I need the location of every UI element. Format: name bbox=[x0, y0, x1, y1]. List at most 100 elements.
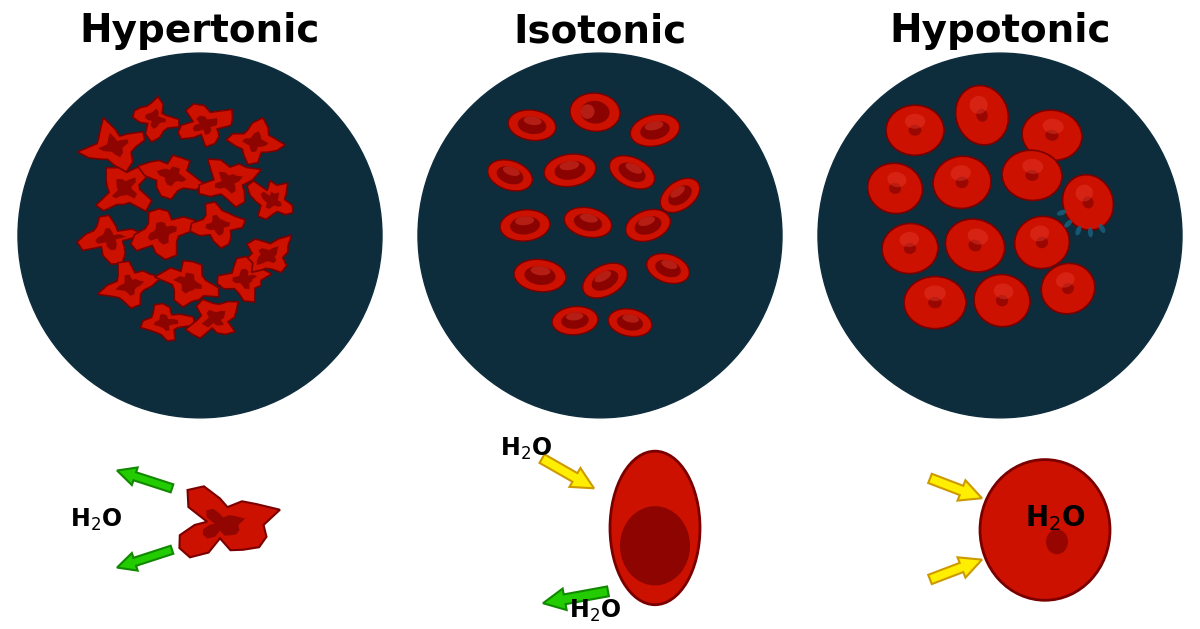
Ellipse shape bbox=[1022, 159, 1043, 174]
Ellipse shape bbox=[635, 216, 661, 235]
Ellipse shape bbox=[886, 105, 944, 155]
Ellipse shape bbox=[1099, 224, 1105, 233]
Polygon shape bbox=[77, 215, 146, 264]
Ellipse shape bbox=[592, 270, 618, 291]
Ellipse shape bbox=[908, 125, 922, 136]
Text: Hypertonic: Hypertonic bbox=[80, 12, 320, 50]
Ellipse shape bbox=[508, 110, 556, 140]
Polygon shape bbox=[242, 131, 269, 152]
Ellipse shape bbox=[1064, 220, 1072, 228]
Ellipse shape bbox=[610, 451, 700, 604]
Ellipse shape bbox=[581, 101, 610, 124]
Ellipse shape bbox=[1075, 184, 1093, 201]
Ellipse shape bbox=[1030, 225, 1049, 242]
Polygon shape bbox=[145, 109, 166, 129]
Ellipse shape bbox=[623, 314, 638, 323]
Ellipse shape bbox=[955, 86, 1008, 145]
Polygon shape bbox=[98, 133, 128, 157]
Polygon shape bbox=[133, 97, 179, 142]
Polygon shape bbox=[233, 269, 257, 289]
FancyArrow shape bbox=[118, 546, 173, 571]
Ellipse shape bbox=[610, 156, 654, 189]
Ellipse shape bbox=[980, 460, 1110, 600]
FancyArrow shape bbox=[542, 586, 608, 610]
Polygon shape bbox=[95, 228, 126, 250]
Ellipse shape bbox=[608, 309, 652, 337]
Polygon shape bbox=[205, 215, 230, 236]
Ellipse shape bbox=[661, 260, 677, 269]
Ellipse shape bbox=[638, 216, 655, 226]
Ellipse shape bbox=[1045, 130, 1058, 141]
Text: H$_2$O: H$_2$O bbox=[1025, 503, 1085, 533]
Ellipse shape bbox=[1026, 170, 1038, 181]
Circle shape bbox=[18, 53, 382, 418]
Polygon shape bbox=[140, 304, 194, 341]
Ellipse shape bbox=[996, 295, 1008, 306]
Ellipse shape bbox=[530, 266, 551, 276]
Ellipse shape bbox=[868, 163, 923, 213]
Text: H$_2$O: H$_2$O bbox=[70, 507, 122, 533]
Polygon shape bbox=[242, 235, 292, 277]
Polygon shape bbox=[257, 247, 278, 265]
Polygon shape bbox=[193, 116, 217, 135]
Ellipse shape bbox=[570, 93, 620, 131]
Polygon shape bbox=[154, 314, 179, 331]
Ellipse shape bbox=[970, 96, 988, 114]
Ellipse shape bbox=[515, 216, 534, 225]
Circle shape bbox=[818, 53, 1182, 418]
Ellipse shape bbox=[668, 186, 691, 206]
Polygon shape bbox=[199, 159, 262, 207]
Ellipse shape bbox=[1062, 175, 1114, 230]
Ellipse shape bbox=[946, 219, 1004, 272]
Ellipse shape bbox=[1036, 237, 1048, 248]
Ellipse shape bbox=[974, 274, 1030, 326]
Ellipse shape bbox=[994, 284, 1013, 299]
Polygon shape bbox=[148, 222, 176, 245]
Ellipse shape bbox=[1088, 227, 1093, 237]
Ellipse shape bbox=[618, 162, 646, 182]
Ellipse shape bbox=[581, 104, 594, 119]
Ellipse shape bbox=[647, 253, 689, 284]
Ellipse shape bbox=[1002, 150, 1062, 201]
Polygon shape bbox=[202, 310, 226, 328]
Polygon shape bbox=[173, 273, 202, 294]
Ellipse shape bbox=[928, 297, 942, 308]
Ellipse shape bbox=[887, 172, 906, 187]
Ellipse shape bbox=[1062, 283, 1074, 294]
Ellipse shape bbox=[641, 121, 670, 140]
Polygon shape bbox=[203, 509, 245, 538]
Polygon shape bbox=[190, 202, 246, 248]
Text: Isotonic: Isotonic bbox=[514, 12, 686, 50]
Ellipse shape bbox=[1042, 264, 1094, 314]
Ellipse shape bbox=[904, 243, 916, 254]
Ellipse shape bbox=[1043, 119, 1063, 134]
Ellipse shape bbox=[594, 271, 611, 282]
Circle shape bbox=[418, 53, 782, 418]
Ellipse shape bbox=[644, 121, 664, 130]
Ellipse shape bbox=[514, 259, 566, 292]
Polygon shape bbox=[138, 155, 204, 199]
Polygon shape bbox=[155, 260, 218, 307]
Polygon shape bbox=[215, 172, 244, 194]
Ellipse shape bbox=[889, 183, 901, 194]
Ellipse shape bbox=[617, 314, 643, 331]
Ellipse shape bbox=[955, 177, 968, 188]
FancyArrow shape bbox=[929, 474, 982, 501]
Ellipse shape bbox=[487, 160, 533, 191]
Polygon shape bbox=[115, 275, 144, 296]
Ellipse shape bbox=[904, 277, 966, 329]
Ellipse shape bbox=[1082, 196, 1093, 208]
FancyArrow shape bbox=[929, 557, 982, 584]
Text: H$_2$O: H$_2$O bbox=[500, 436, 552, 462]
Text: H$_2$O: H$_2$O bbox=[569, 598, 622, 624]
Ellipse shape bbox=[559, 161, 580, 170]
Ellipse shape bbox=[1075, 226, 1081, 235]
Ellipse shape bbox=[574, 214, 602, 231]
Polygon shape bbox=[97, 261, 162, 308]
Ellipse shape bbox=[554, 161, 586, 180]
Polygon shape bbox=[227, 118, 286, 164]
Polygon shape bbox=[112, 177, 137, 199]
Ellipse shape bbox=[583, 263, 628, 298]
Ellipse shape bbox=[566, 313, 583, 320]
Ellipse shape bbox=[630, 114, 679, 147]
